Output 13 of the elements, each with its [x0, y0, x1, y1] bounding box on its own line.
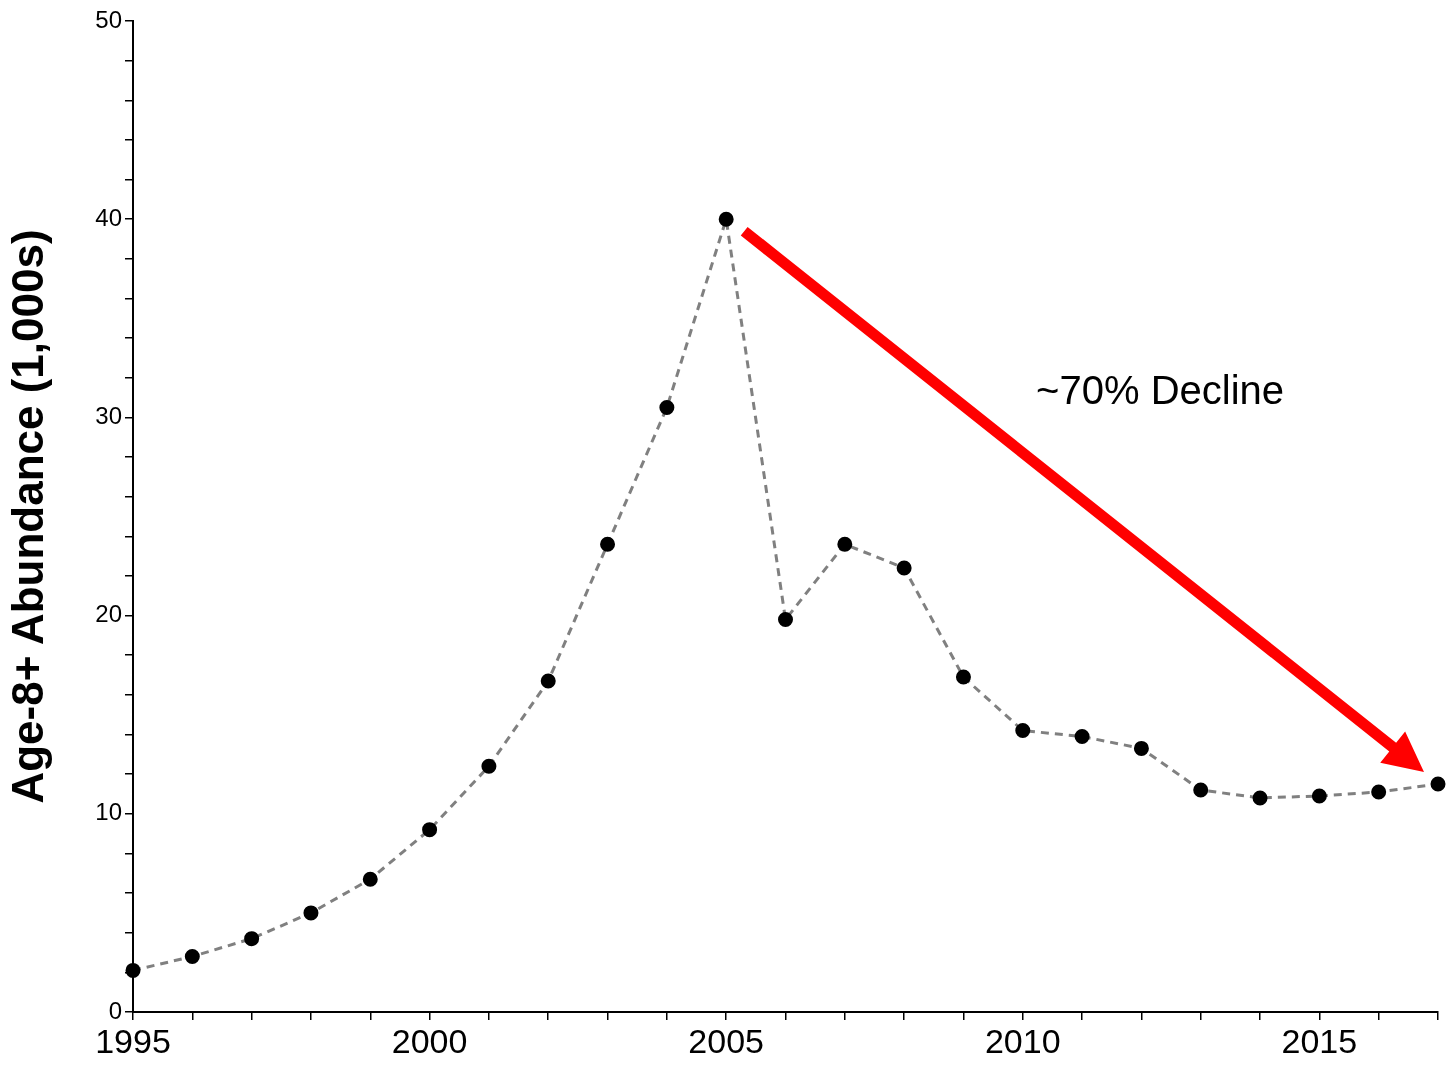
x-tick-label: 1995 — [95, 1021, 171, 1060]
y-tick-label: 10 — [95, 798, 122, 826]
x-tick-label: 2005 — [688, 1021, 764, 1060]
y-axis-title: Age-8+ Abundance (1,000s) — [2, 229, 52, 804]
x-tick-label: 2015 — [1281, 1021, 1358, 1060]
annotation: ~70% Decline — [1036, 367, 1285, 413]
y-tick-label: 40 — [95, 203, 122, 231]
y-tick-label: 30 — [95, 402, 122, 430]
y-tick-label: 50 — [95, 5, 122, 33]
y-tick-label: 0 — [108, 996, 122, 1024]
x-tick-label: 2010 — [984, 1021, 1061, 1060]
y-tick-label: 20 — [95, 600, 122, 628]
x-tick-label: 2000 — [391, 1021, 468, 1060]
